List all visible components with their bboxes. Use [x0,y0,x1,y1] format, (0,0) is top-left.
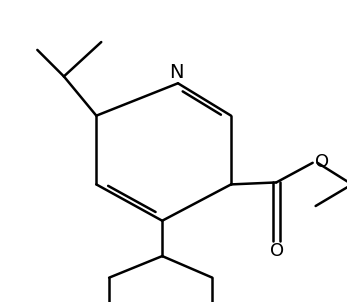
Text: N: N [169,63,183,82]
Text: O: O [270,242,285,260]
Text: O: O [315,153,329,171]
